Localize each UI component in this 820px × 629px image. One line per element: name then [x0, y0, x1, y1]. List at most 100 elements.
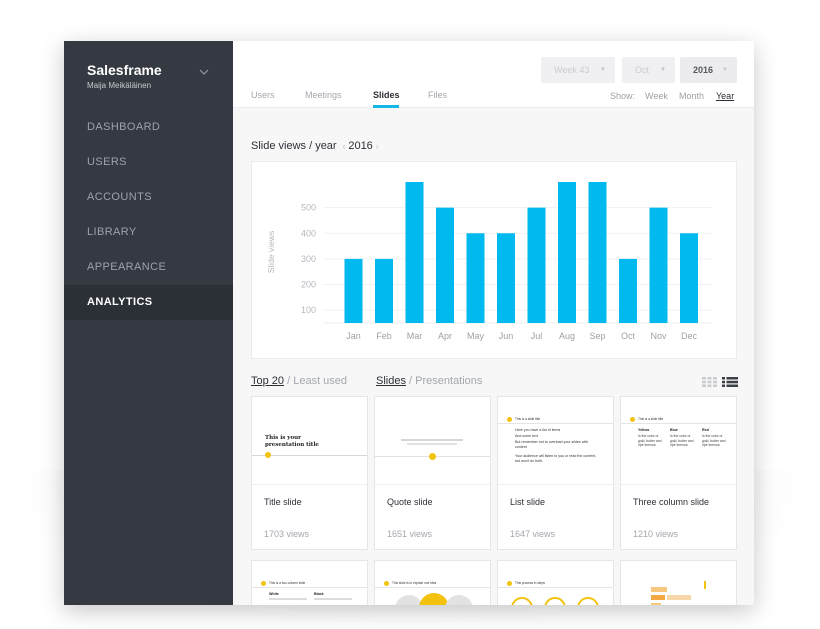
y-tick-label: 400: [301, 228, 316, 238]
caret-down-icon: ▼: [660, 67, 666, 73]
thumb-rule: [252, 587, 367, 588]
thumb-bar: [651, 595, 665, 600]
chevron-down-icon[interactable]: [199, 67, 209, 77]
tab-slides[interactable]: Slides: [373, 90, 400, 100]
show-month[interactable]: Month: [679, 91, 705, 101]
chart-year: 2016: [348, 140, 373, 152]
least-used-link[interactable]: Least used: [293, 375, 348, 387]
thumb-header: This process in steps: [515, 581, 545, 585]
slide-card-bars[interactable]: [620, 560, 737, 605]
thumb-circle: [395, 595, 423, 605]
list-view-icon[interactable]: [722, 377, 738, 387]
thumb-rule: [498, 587, 613, 588]
chart-card: 100 200 300 400 500 Slide views Jan Feb Mar Apr Ma…: [251, 161, 737, 359]
show-label: Show:: [610, 91, 636, 101]
slide-card-process[interactable]: This process in steps: [497, 560, 614, 605]
card-title: Quote slide: [387, 497, 433, 507]
slide-card-title[interactable]: This is your presentation title Title sl…: [251, 396, 368, 550]
view-toggle: [702, 377, 738, 387]
slide-thumbnail: This slide is to explain one idea: [375, 561, 490, 605]
card-views: 1703 views: [264, 529, 310, 539]
thumb-quote-line: [407, 443, 457, 445]
bar-aug: [558, 182, 576, 323]
sidebar-item-users[interactable]: USERS: [87, 156, 127, 168]
show-week[interactable]: Week: [645, 91, 668, 101]
week-select[interactable]: Week 43 ▼: [541, 57, 615, 83]
slide-thumbnail: This is a two column slide White Black: [252, 561, 367, 605]
show-year[interactable]: Year: [716, 91, 735, 101]
top-bar: Week 43 ▼ Oct ▼ 2016 ▼ Users Meetings Sl…: [233, 41, 754, 108]
y-tick-label: 200: [301, 280, 316, 290]
next-year-icon[interactable]: ›: [375, 142, 379, 151]
prev-year-icon[interactable]: ‹: [342, 142, 346, 151]
year-select-value: 2016: [693, 65, 714, 75]
thumb-step-circle: [511, 597, 533, 605]
y-axis-label: Slide views: [266, 231, 276, 274]
slide-thumbnail: This is your presentation title: [252, 397, 367, 485]
separator: /: [409, 375, 413, 387]
presentations-link[interactable]: Presentations: [415, 375, 483, 387]
tab-users[interactable]: Users: [251, 90, 275, 100]
active-tab-indicator: [373, 105, 399, 108]
x-tick-label: Jul: [531, 331, 543, 341]
brand-title: Salesframe: [87, 62, 162, 78]
slide-card-list[interactable]: This is a slide title Here you have a li…: [497, 396, 614, 550]
thumb-circle: [419, 593, 449, 605]
sidebar-item-library[interactable]: LIBRARY: [87, 226, 137, 238]
bar-apr: [436, 207, 454, 323]
sidebar-item-analytics[interactable]: ANALYTICS: [64, 285, 233, 320]
sidebar-item-accounts[interactable]: ACCOUNTS: [87, 191, 152, 203]
app-window: Salesframe Maija Meikäläinen DASHBOARD U…: [64, 41, 754, 605]
slides-link[interactable]: Slides: [376, 375, 406, 387]
thumb-list-item: But remember not to overload your slides…: [515, 440, 589, 449]
thumb-col-head: White: [269, 592, 279, 596]
x-tick-label: Mar: [407, 331, 423, 341]
thumb-col-head: Blue: [670, 428, 678, 432]
thumb-title-text: This is your presentation title: [265, 435, 319, 448]
tab-meetings[interactable]: Meetings: [305, 90, 342, 100]
x-tick-label: Jun: [499, 331, 514, 341]
thumb-text-line: [269, 598, 307, 600]
bar-sep: [588, 182, 607, 323]
slide-thumbnail: This is a slide title Yellow Blue Red Is…: [621, 397, 736, 485]
brand: Salesframe Maija Meikäläinen: [87, 62, 162, 90]
slide-card-quote[interactable]: Quote slide 1651 views: [374, 396, 491, 550]
bar-may: [466, 233, 485, 323]
user-name: Maija Meikäläinen: [87, 81, 152, 90]
x-tick-label: Dec: [681, 331, 698, 341]
month-select[interactable]: Oct ▼: [622, 57, 675, 83]
main-content: Week 43 ▼ Oct ▼ 2016 ▼ Users Meetings Sl…: [233, 41, 754, 605]
separator: /: [287, 375, 291, 387]
thumb-col-head: Yellow: [638, 428, 650, 432]
thumb-footer: Your audience will listen to you or read…: [515, 454, 597, 463]
slide-card-three-column[interactable]: This is a slide title Yellow Blue Red Is…: [620, 396, 737, 550]
card-title: List slide: [510, 497, 546, 507]
bar-jan: [344, 258, 363, 323]
grid-view-icon[interactable]: [702, 377, 717, 387]
thumb-col-head: Red: [702, 428, 709, 432]
thumb-rule: [252, 455, 367, 456]
thumb-bar: [651, 603, 661, 605]
slide-card-one-idea[interactable]: This slide is to explain one idea: [374, 560, 491, 605]
x-tick-label: Oct: [621, 331, 636, 341]
sidebar-item-dashboard[interactable]: DASHBOARD: [87, 121, 161, 133]
thumb-col-text: Is the color of gold, butter and ripe le…: [702, 434, 726, 448]
tab-files[interactable]: Files: [428, 90, 448, 100]
thumb-list-item: And some text: [515, 434, 538, 438]
top-20-link[interactable]: Top 20: [251, 375, 285, 387]
card-title: Title slide: [264, 497, 302, 507]
card-views: 1210 views: [633, 529, 679, 539]
x-tick-label: Aug: [559, 331, 575, 341]
sidebar-item-appearance[interactable]: APPEARANCE: [87, 261, 167, 273]
thumb-header: This is a slide title: [515, 417, 541, 421]
bar-jul: [527, 207, 546, 323]
bar-nov: [649, 207, 668, 323]
chart-section-title: Slide views / year ‹ 2016 ›: [251, 140, 381, 152]
thumb-dot: [265, 452, 271, 458]
thumb-step-circle: [577, 597, 599, 605]
thumb-header: This is a two column slide: [269, 581, 306, 585]
slide-card-two-column[interactable]: This is a two column slide White Black: [251, 560, 368, 605]
y-tick-label: 100: [301, 305, 316, 315]
year-select[interactable]: 2016 ▼: [680, 57, 737, 83]
